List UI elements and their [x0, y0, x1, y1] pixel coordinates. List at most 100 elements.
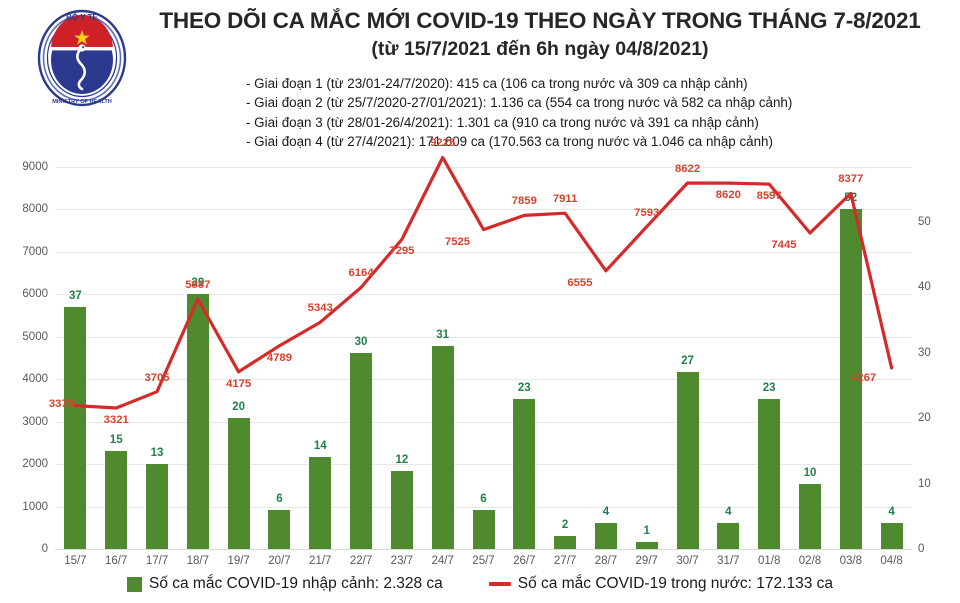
x-tick: 19/7 — [227, 555, 250, 567]
x-tick: 23/7 — [390, 555, 414, 567]
logo-svg: BỘ Y TẾ MINISTRY OF HEALTH — [37, 9, 127, 107]
line-value-label: 7445 — [771, 239, 797, 251]
y-tick-left: 6000 — [22, 288, 48, 301]
bar-value-label: 12 — [395, 453, 409, 466]
line-value-label: 7593 — [634, 206, 660, 219]
line-value-label: 7295 — [389, 245, 415, 258]
y-tick-right: 50 — [918, 215, 931, 228]
gridline — [55, 549, 912, 550]
gridline — [55, 506, 912, 508]
bar-value-label: 13 — [150, 446, 164, 459]
x-tick: 17/7 — [145, 555, 169, 567]
bar[interactable] — [390, 470, 413, 549]
phase-line-2: - Giai đoạn 2 (từ 25/7/2020-27/01/2021):… — [246, 95, 793, 111]
bar[interactable] — [676, 372, 699, 549]
bar-value-label: 23 — [762, 381, 776, 394]
bar[interactable] — [717, 522, 740, 549]
bar[interactable] — [146, 463, 169, 549]
bar[interactable] — [350, 352, 373, 549]
y-tick-right: 40 — [918, 281, 931, 294]
bar[interactable] — [880, 522, 903, 549]
x-tick: 22/7 — [349, 555, 373, 567]
y-tick-left: 0 — [41, 543, 48, 555]
legend-item-domestic[interactable]: Số ca mắc COVID-19 trong nước: 172.133 c… — [488, 575, 833, 593]
legend-label-domestic: Số ca mắc COVID-19 trong nước: 172.133 c… — [517, 575, 833, 592]
x-tick: 30/7 — [676, 555, 699, 567]
bar-value-label: 14 — [313, 440, 327, 453]
bar[interactable] — [594, 522, 617, 549]
bar[interactable] — [105, 450, 128, 549]
ministry-of-health-logo: BỘ Y TẾ MINISTRY OF HEALTH — [36, 8, 128, 108]
bar-value-label: 6 — [480, 492, 487, 505]
x-tick: 24/7 — [431, 555, 454, 567]
page-title: THEO DÕI CA MẮC MỚI COVID-19 THEO NGÀY T… — [159, 8, 921, 33]
x-tick: 26/7 — [513, 555, 536, 567]
x-tick: 31/7 — [717, 555, 740, 567]
bar[interactable] — [554, 535, 577, 549]
line-value-label: 7525 — [444, 235, 471, 248]
bar[interactable] — [186, 293, 209, 549]
phase-line-3: - Giai đoạn 3 (từ 28/01-26/4/2021): 1.30… — [246, 114, 759, 130]
bar-value-label: 4 — [725, 505, 732, 518]
y-axis-right: 0 10 20 30 40 50 — [918, 167, 958, 555]
bar-value-label: 30 — [354, 335, 368, 348]
bar-value-label: 4 — [888, 505, 895, 518]
bar[interactable] — [798, 483, 821, 549]
bar-value-label: 20 — [232, 401, 246, 414]
bar-series: 37 15 13 39 20 6 14 30 12 31 6 23 2 4 1 27 4 23 10 52 4 — [55, 167, 912, 549]
x-tick: 25/7 — [472, 555, 495, 567]
gridline — [55, 294, 912, 296]
x-tick: 21/7 — [309, 555, 332, 567]
bar[interactable] — [268, 509, 291, 549]
gridline — [55, 421, 912, 423]
line-value-label: 5887 — [185, 279, 211, 292]
y-tick-right: 30 — [918, 346, 931, 359]
bar[interactable] — [431, 346, 454, 549]
bar[interactable] — [64, 306, 87, 549]
line-series — [73, 155, 894, 410]
bar[interactable] — [472, 509, 495, 549]
logo-text-top: BỘ Y TẾ — [66, 12, 98, 22]
x-tick: 18/7 — [186, 555, 210, 567]
line-value-label: 4175 — [226, 377, 252, 390]
y-axis-left: 0 1000 2000 3000 4000 5000 6000 7000 8000 9000 — [0, 161, 48, 555]
bar[interactable] — [758, 398, 781, 549]
x-tick: 29/7 — [635, 555, 658, 567]
gridline — [55, 379, 912, 381]
bar[interactable] — [227, 418, 250, 549]
gridline — [55, 209, 912, 211]
bar[interactable] — [635, 542, 658, 549]
bar-value-label: 37 — [68, 289, 82, 302]
y-tick-left: 1000 — [22, 500, 48, 513]
y-tick-left: 3000 — [22, 415, 48, 428]
line-value-label: 7859 — [511, 195, 537, 208]
line-value-label: 6164 — [348, 267, 374, 280]
bar[interactable] — [839, 208, 862, 549]
line-value-label: 8597 — [756, 190, 782, 203]
y-tick-left: 2000 — [22, 458, 48, 471]
phase-line-4: - Giai đoạn 4 (từ 27/4/2021): 171.609 ca… — [246, 134, 773, 150]
legend-item-imported[interactable]: Số ca mắc COVID-19 nhập cảnh: 2.328 ca — [126, 575, 443, 593]
bar-value-label: 1 — [643, 525, 650, 538]
x-axis: 15/7 16/7 17/7 18/7 19/7 20/7 21/7 22/7 23/7 24/7… — [55, 549, 912, 575]
x-tick: 03/8 — [839, 555, 862, 567]
x-tick: 20/7 — [268, 555, 291, 567]
bar-swatch-icon — [126, 576, 142, 592]
bar[interactable] — [309, 457, 332, 549]
y-tick-left: 9000 — [22, 161, 48, 173]
bar-value-label: 39 — [191, 276, 205, 289]
gridline — [55, 251, 912, 253]
gridline — [55, 336, 912, 338]
bar-value-label: 2 — [561, 518, 569, 531]
y-tick-right: 10 — [918, 477, 931, 490]
bar[interactable] — [513, 398, 536, 549]
gridline — [55, 167, 912, 168]
bar-value-label: 23 — [517, 381, 531, 394]
header: BỘ Y TẾ MINISTRY OF HEALTH THEO DÕI CA M… — [0, 0, 960, 155]
line-value-label: 4789 — [266, 351, 293, 364]
x-tick: 28/7 — [594, 555, 618, 567]
plot-area: 37 15 13 39 20 6 14 30 12 31 6 23 2 4 1 27 4 23 10 52 4 3379… — [49, 137, 912, 550]
y-tick-left: 4000 — [22, 373, 48, 386]
